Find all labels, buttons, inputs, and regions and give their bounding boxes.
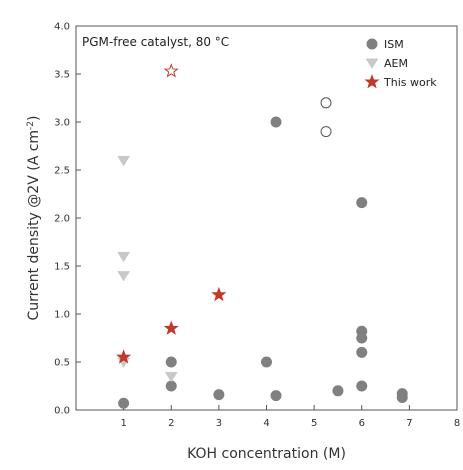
y-axis-title-main: Current density @2V (A cm — [26, 130, 42, 321]
chart-annotation: PGM-free catalyst, 80 °C — [82, 35, 229, 49]
legend-marker-ism — [366, 38, 378, 50]
y-axis-title-tail: ) — [26, 115, 42, 120]
legend-marker-aem — [365, 58, 379, 69]
ism-point — [213, 389, 225, 401]
y-tick-label: 3.0 — [54, 118, 70, 129]
x-axis-ticks: 1 2 3 4 5 6 7 8 — [120, 405, 460, 429]
ism-point — [356, 346, 368, 358]
ism-open-point — [320, 97, 332, 109]
x-tick-label: 4 — [263, 418, 269, 429]
legend-label-ism: ISM — [384, 38, 404, 51]
data-markers — [116, 63, 408, 409]
y-tick-label: 0.5 — [54, 358, 70, 369]
ism-point — [356, 332, 368, 344]
aem-point — [164, 371, 178, 383]
ism-point — [356, 380, 368, 392]
aem-point — [117, 271, 131, 282]
ism-point — [270, 116, 282, 128]
y-axis-title: Current density @2V (A cm-2) — [26, 115, 42, 320]
x-axis-title: KOH concentration (M) — [187, 446, 346, 462]
y-tick-label: 1.5 — [54, 262, 70, 273]
ism-point — [165, 380, 177, 392]
x-tick-label: 5 — [311, 418, 317, 429]
this-work-open-point — [163, 63, 179, 78]
y-axis-ticks: 0.0 0.5 1.0 1.5 2.0 2.5 3.0 3.5 4.0 — [54, 22, 81, 417]
aem-point — [117, 251, 131, 263]
x-tick-label: 6 — [359, 418, 365, 429]
x-tick-label: 3 — [216, 418, 222, 429]
ism-point — [118, 397, 130, 409]
y-tick-label: 3.5 — [54, 70, 70, 81]
y-tick-label: 2.0 — [54, 214, 70, 225]
ism-point — [261, 356, 272, 368]
aem-point — [117, 155, 131, 167]
y-tick-label: 1.0 — [54, 310, 70, 321]
y-axis-title-superscript: -2 — [26, 121, 36, 130]
ism-point — [332, 385, 344, 397]
legend: ISM AEM This work — [364, 38, 437, 89]
ism-point — [270, 390, 282, 402]
x-tick-label: 8 — [454, 418, 460, 429]
x-tick-label: 2 — [168, 418, 174, 429]
y-tick-label: 0.0 — [54, 406, 70, 417]
ism-point — [356, 197, 368, 209]
y-tick-label: 2.5 — [54, 166, 70, 177]
legend-label-aem: AEM — [384, 57, 408, 70]
x-tick-label: 1 — [120, 418, 126, 429]
legend-label-this-work: This work — [383, 76, 437, 89]
legend-marker-this-work — [364, 74, 380, 89]
ism-point — [165, 356, 177, 368]
this-work-point — [163, 320, 179, 335]
y-tick-label: 4.0 — [54, 22, 70, 33]
x-tick-label: 7 — [406, 418, 412, 429]
this-work-point — [116, 349, 132, 364]
this-work-point — [211, 286, 227, 302]
ism-open-point — [320, 126, 332, 138]
ism-point — [396, 392, 408, 404]
